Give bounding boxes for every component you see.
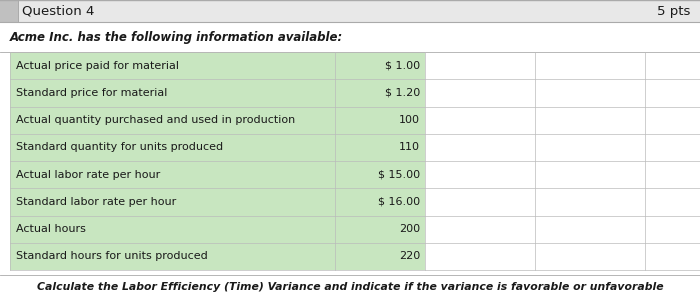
Text: Question 4: Question 4 — [22, 4, 95, 17]
Bar — [0, 275, 700, 300]
Bar — [0, 0, 700, 22]
Text: Standard labor rate per hour: Standard labor rate per hour — [16, 197, 176, 207]
Bar — [0, 22, 700, 52]
Text: 220: 220 — [399, 251, 420, 261]
Text: 5 pts: 5 pts — [657, 4, 690, 17]
Text: Acme Inc. has the following information available:: Acme Inc. has the following information … — [10, 31, 343, 44]
Text: Standard quantity for units produced: Standard quantity for units produced — [16, 142, 223, 152]
Text: Actual hours: Actual hours — [16, 224, 86, 234]
Text: $ 15.00: $ 15.00 — [378, 169, 420, 180]
Text: Standard price for material: Standard price for material — [16, 88, 167, 98]
Bar — [10, 52, 425, 270]
Text: $ 1.00: $ 1.00 — [385, 61, 420, 70]
Text: Standard hours for units produced: Standard hours for units produced — [16, 251, 208, 261]
Bar — [0, 270, 700, 275]
Text: Actual labor rate per hour: Actual labor rate per hour — [16, 169, 160, 180]
Text: 100: 100 — [399, 115, 420, 125]
Text: $ 1.20: $ 1.20 — [385, 88, 420, 98]
Bar — [0, 52, 700, 270]
Text: Actual price paid for material: Actual price paid for material — [16, 61, 179, 70]
Text: $ 16.00: $ 16.00 — [378, 197, 420, 207]
Text: Calculate the Labor Efficiency (Time) Variance and indicate if the variance is f: Calculate the Labor Efficiency (Time) Va… — [36, 283, 664, 292]
Text: Actual quantity purchased and used in production: Actual quantity purchased and used in pr… — [16, 115, 295, 125]
Bar — [0, 22, 700, 52]
Text: 110: 110 — [399, 142, 420, 152]
Bar — [0, 0, 18, 22]
Text: 200: 200 — [399, 224, 420, 234]
